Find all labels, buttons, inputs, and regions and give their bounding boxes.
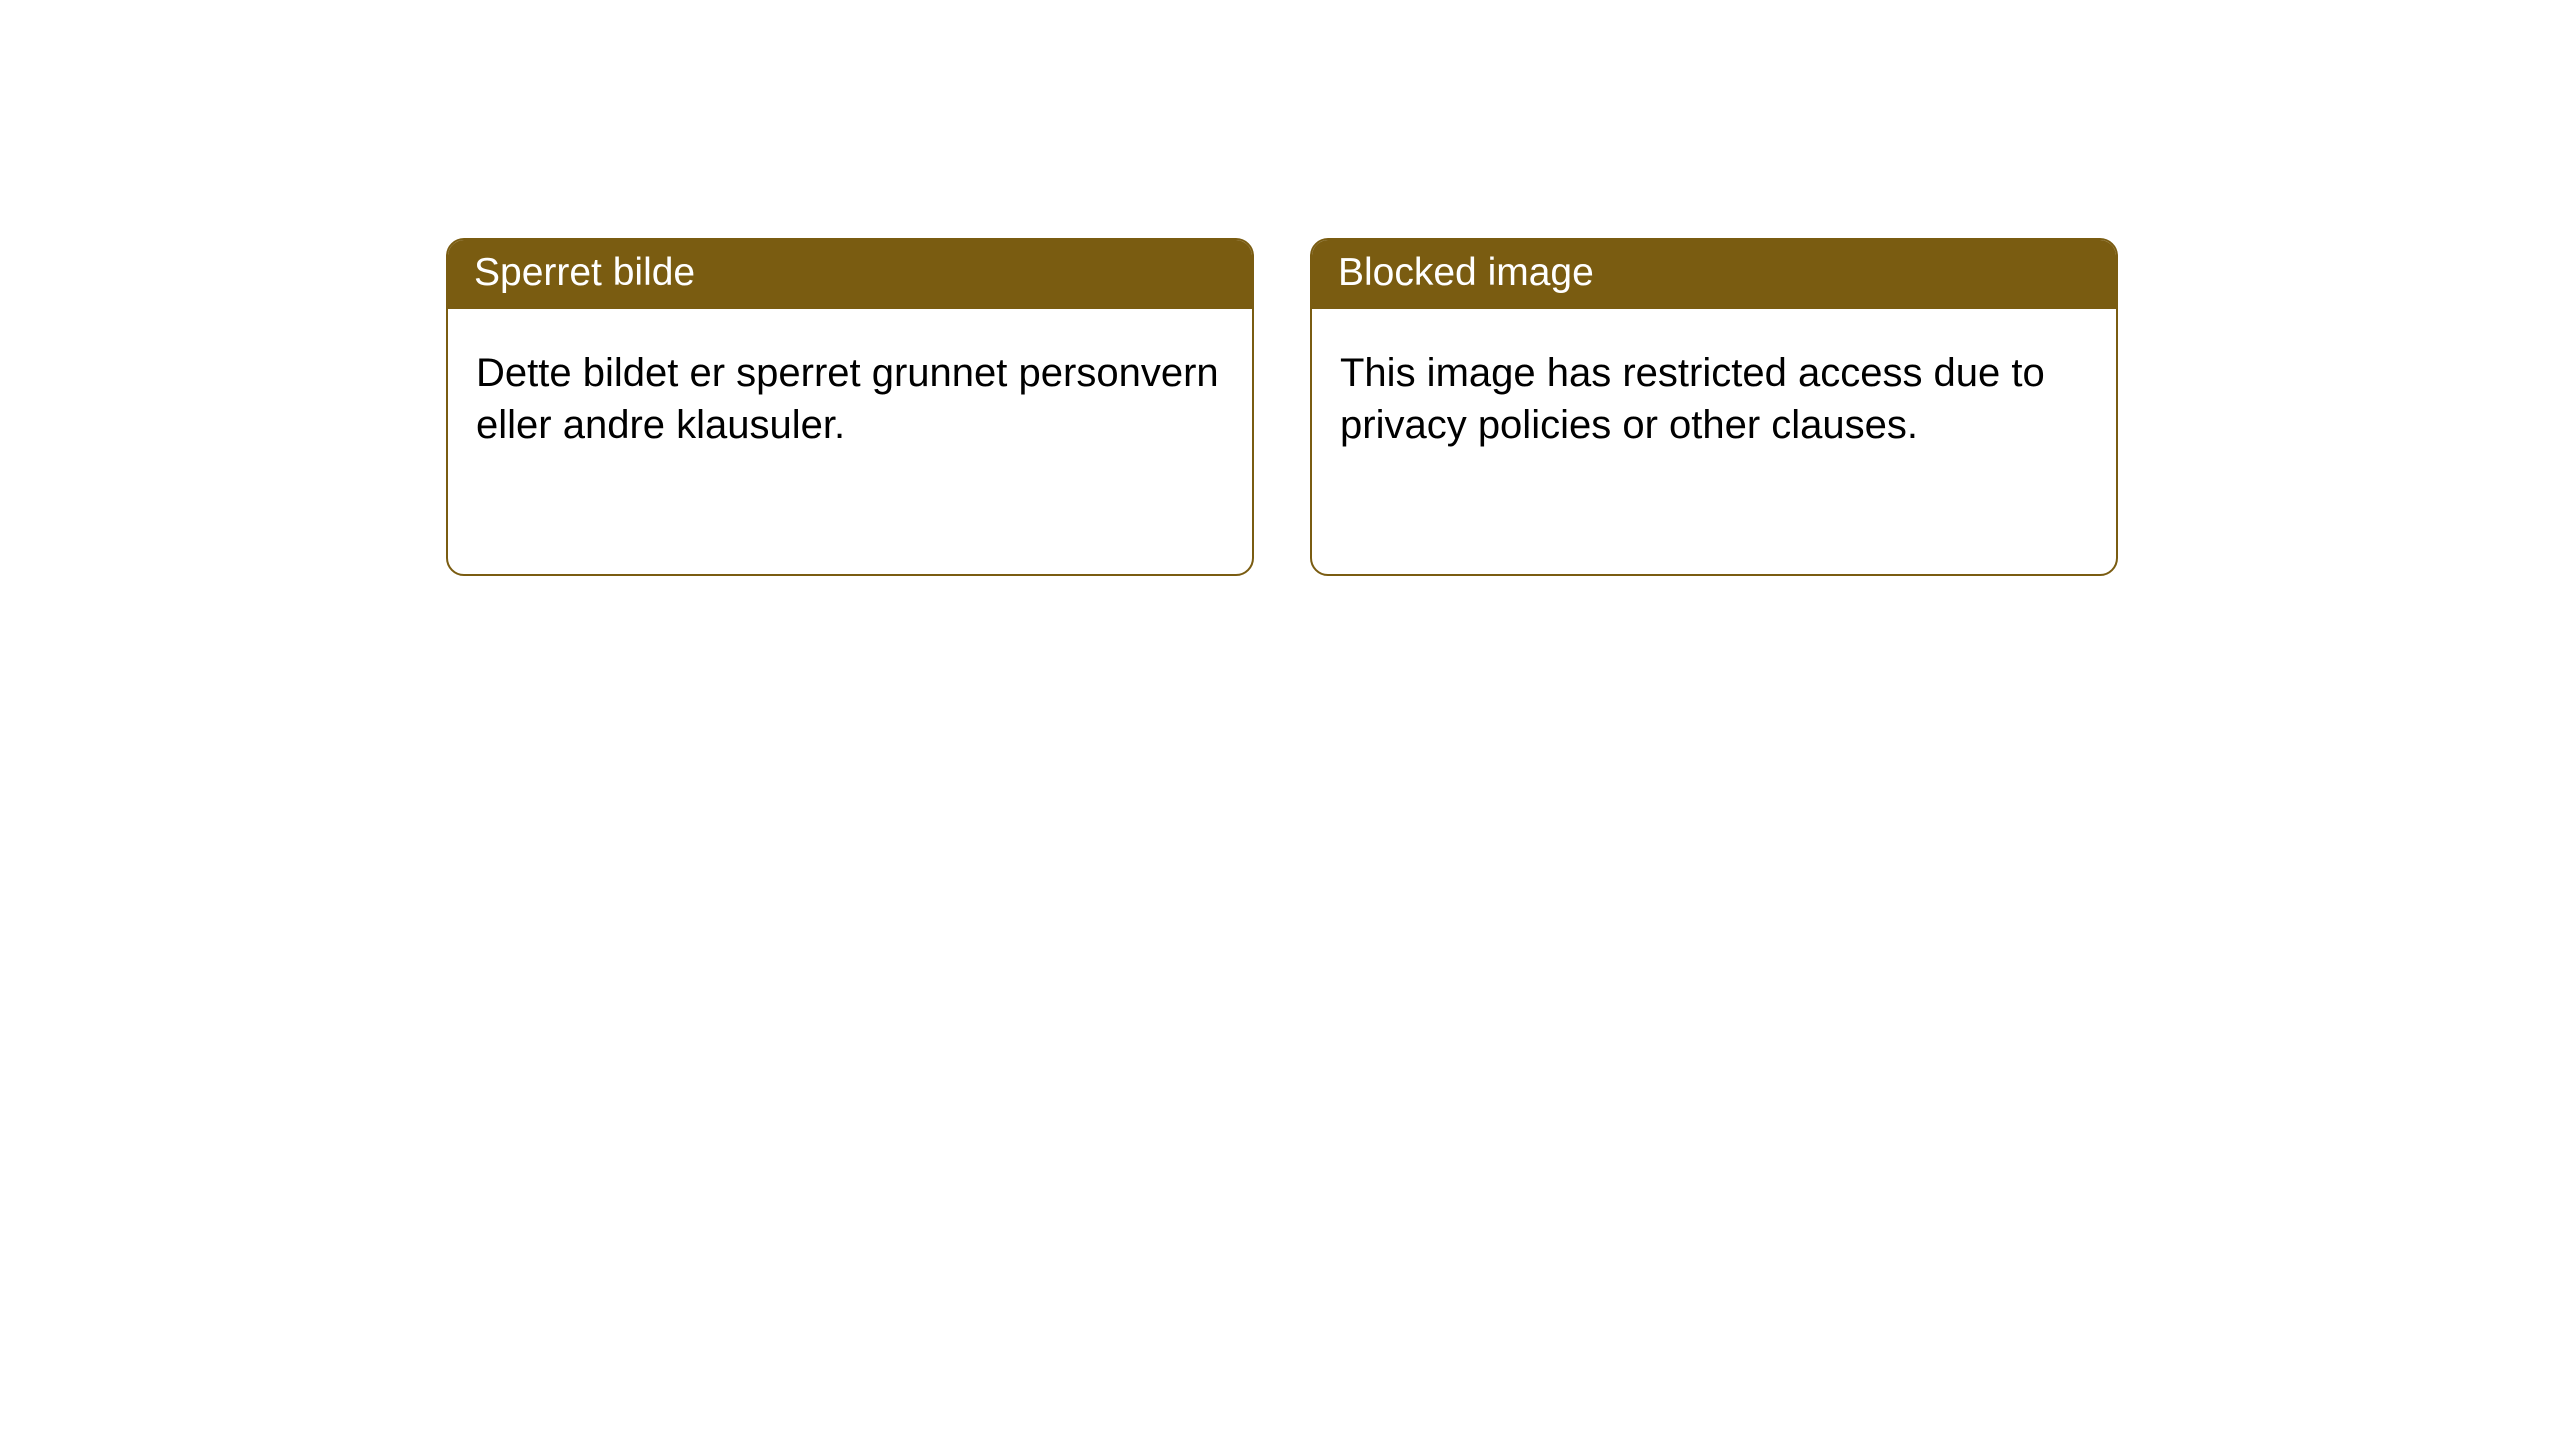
- card-header: Sperret bilde: [448, 240, 1252, 309]
- card-title: Sperret bilde: [474, 251, 695, 294]
- card-body: This image has restricted access due to …: [1312, 309, 2116, 479]
- card-header: Blocked image: [1312, 240, 2116, 309]
- notice-container: Sperret bilde Dette bildet er sperret gr…: [0, 0, 2560, 576]
- card-body-text: This image has restricted access due to …: [1340, 351, 2045, 447]
- card-body-text: Dette bildet er sperret grunnet personve…: [476, 351, 1219, 447]
- card-title: Blocked image: [1338, 251, 1594, 294]
- notice-card-norwegian: Sperret bilde Dette bildet er sperret gr…: [446, 238, 1254, 576]
- card-body: Dette bildet er sperret grunnet personve…: [448, 309, 1252, 479]
- notice-card-english: Blocked image This image has restricted …: [1310, 238, 2118, 576]
